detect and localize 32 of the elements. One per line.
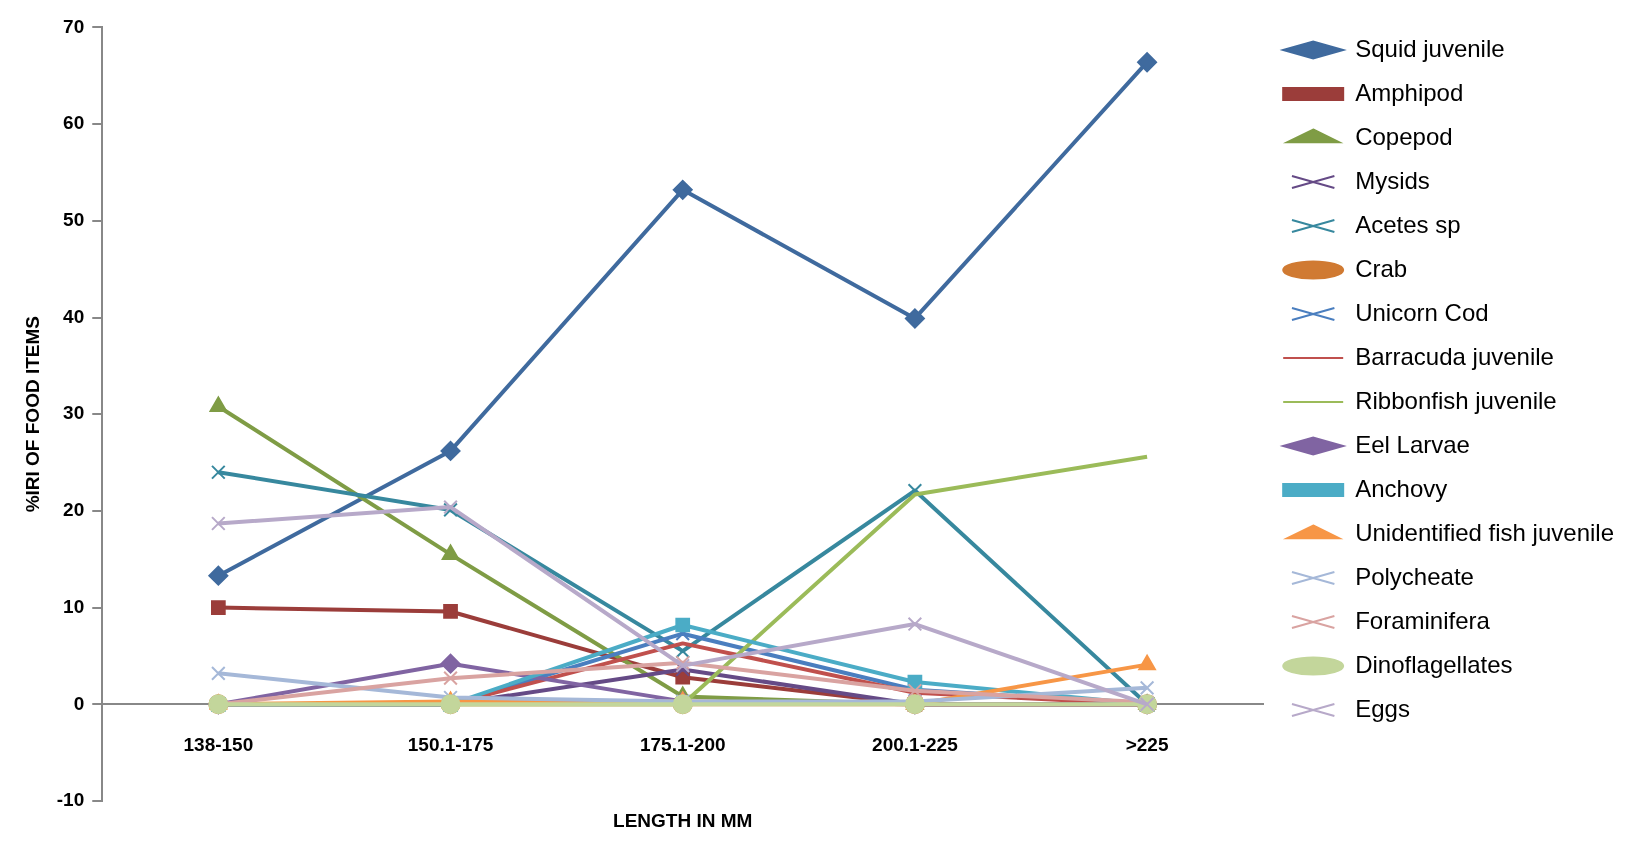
x-tick-label: 175.1-200	[639, 733, 726, 755]
legend-label: Mysids	[1355, 166, 1430, 194]
legend-label: Eggs	[1355, 694, 1410, 722]
x-tick-label: 200.1-225	[872, 733, 959, 755]
legend-label: Anchovy	[1355, 474, 1448, 502]
y-tick-label: 70	[63, 15, 85, 37]
legend-label: Acetes sp	[1355, 210, 1461, 238]
legend-label: Foraminifera	[1355, 606, 1491, 634]
y-tick-label: 0	[73, 692, 85, 714]
legend-label: Crab	[1355, 254, 1408, 282]
y-tick-label: 40	[63, 305, 85, 327]
y-tick-label: 50	[63, 209, 85, 231]
legend-label: Ribbonfish juvenile	[1355, 386, 1557, 414]
y-axis-title: %IRI OF FOOD ITEMS	[21, 316, 43, 513]
y-tick-label: 30	[63, 402, 85, 424]
legend-label: Unidentified fish juvenile	[1355, 518, 1615, 546]
x-tick-label: 150.1-175	[407, 733, 494, 755]
x-tick-label: 138-150	[183, 733, 254, 755]
legend-label: Dinoflagellates	[1355, 650, 1513, 678]
y-tick-label: -10	[56, 789, 85, 811]
legend-label: Eel Larvae	[1355, 430, 1470, 458]
x-axis-title: LENGTH IN MM	[613, 809, 753, 831]
legend-label: Squid juvenile	[1355, 34, 1505, 62]
y-tick-label: 20	[63, 499, 85, 521]
y-tick-label: 60	[63, 112, 85, 134]
legend-label: Barracuda juvenile	[1355, 342, 1554, 370]
legend-label: Polycheate	[1355, 562, 1474, 590]
x-tick-label: >225	[1125, 733, 1169, 755]
y-tick-label: 10	[63, 595, 85, 617]
legend-label: Copepod	[1355, 122, 1453, 150]
legend-label: Amphipod	[1355, 78, 1464, 106]
legend-label: Unicorn Cod	[1355, 298, 1489, 326]
